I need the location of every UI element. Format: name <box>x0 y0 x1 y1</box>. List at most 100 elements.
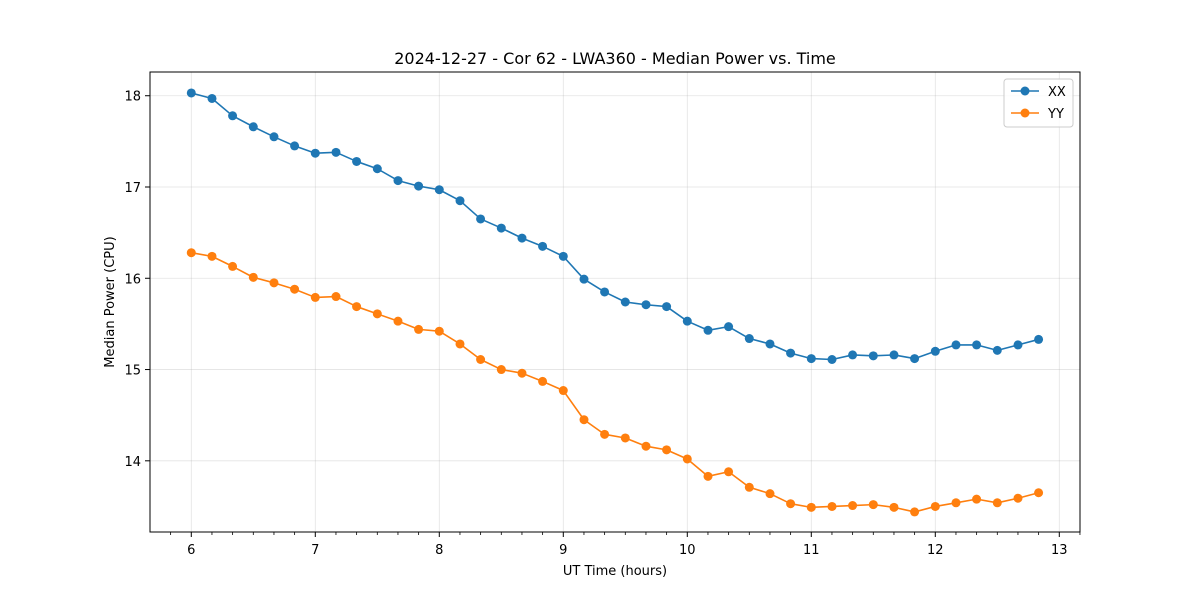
data-point-yy <box>703 471 713 481</box>
legend-marker-yy <box>1020 108 1030 118</box>
data-point-xx <box>889 350 899 360</box>
data-point-xx <box>579 274 589 284</box>
data-point-xx <box>786 348 796 358</box>
data-point-xx <box>496 223 506 233</box>
data-point-xx <box>1034 334 1044 344</box>
data-point-xx <box>744 334 754 344</box>
x-tick-label: 13 <box>1051 543 1068 558</box>
data-point-xx <box>434 185 444 195</box>
data-point-yy <box>1034 488 1044 498</box>
data-point-yy <box>434 326 444 336</box>
data-point-yy <box>496 365 506 375</box>
data-point-yy <box>848 501 858 511</box>
data-point-yy <box>930 501 940 511</box>
data-point-xx <box>517 233 527 243</box>
data-point-yy <box>827 501 837 511</box>
data-point-yy <box>724 467 734 477</box>
data-point-xx <box>682 316 692 326</box>
data-point-xx <box>248 122 258 132</box>
x-tick-label: 12 <box>927 543 944 558</box>
data-point-yy <box>269 278 279 288</box>
data-point-xx <box>765 339 775 349</box>
data-point-yy <box>517 368 527 378</box>
data-point-yy <box>806 502 816 512</box>
data-point-xx <box>393 176 403 186</box>
series-layer <box>186 88 1044 517</box>
data-point-yy <box>558 386 568 396</box>
data-point-xx <box>848 350 858 360</box>
x-tick-label: 7 <box>311 543 319 558</box>
data-point-xx <box>186 88 196 98</box>
data-point-yy <box>889 502 899 512</box>
data-point-xx <box>269 132 279 142</box>
data-point-yy <box>455 339 465 349</box>
data-point-yy <box>290 284 300 294</box>
data-point-xx <box>951 340 961 350</box>
x-tick-label: 6 <box>187 543 195 558</box>
data-point-yy <box>331 292 341 302</box>
data-point-yy <box>393 316 403 326</box>
data-point-xx <box>910 354 920 364</box>
data-point-xx <box>724 322 734 332</box>
x-tick-label: 11 <box>803 543 820 558</box>
data-point-xx <box>538 241 548 251</box>
data-point-xx <box>600 287 610 297</box>
data-point-xx <box>930 346 940 356</box>
data-point-xx <box>806 354 816 364</box>
data-point-yy <box>620 433 630 443</box>
data-point-xx <box>372 164 382 174</box>
data-point-yy <box>910 507 920 517</box>
x-tick-label: 10 <box>679 543 696 558</box>
y-tick-label: 14 <box>124 455 141 470</box>
legend: XX YY <box>1003 78 1074 128</box>
x-tick-label: 8 <box>435 543 443 558</box>
y-tick-label: 18 <box>124 90 141 105</box>
data-point-xx <box>620 297 630 307</box>
data-point-xx <box>414 181 424 191</box>
data-point-yy <box>579 415 589 425</box>
y-tick-label: 17 <box>124 181 141 196</box>
data-point-yy <box>352 302 362 312</box>
data-point-yy <box>765 489 775 499</box>
data-point-yy <box>372 309 382 319</box>
data-point-xx <box>641 300 651 310</box>
x-tick-label: 9 <box>559 543 567 558</box>
data-point-xx <box>827 355 837 364</box>
legend-label-xx: XX <box>1048 85 1066 100</box>
data-point-xx <box>992 345 1002 355</box>
data-point-xx <box>662 302 672 312</box>
y-tick-label: 15 <box>124 364 141 379</box>
legend-marker-xx <box>1020 86 1030 96</box>
data-point-xx <box>972 340 982 350</box>
chart-title: 2024-12-27 - Cor 62 - LWA360 - Median Po… <box>394 49 836 68</box>
data-point-yy <box>207 251 217 261</box>
data-point-yy <box>992 498 1002 508</box>
grid <box>150 72 1080 532</box>
data-point-yy <box>600 429 610 439</box>
data-point-yy <box>868 500 878 510</box>
data-point-xx <box>228 111 238 121</box>
data-point-xx <box>207 93 217 103</box>
data-point-xx <box>310 148 320 158</box>
legend-label-yy: YY <box>1047 107 1064 122</box>
data-point-xx <box>1013 340 1023 350</box>
data-point-yy <box>951 498 961 508</box>
data-point-yy <box>476 355 486 364</box>
data-point-yy <box>682 454 692 464</box>
data-point-yy <box>248 272 258 282</box>
data-point-yy <box>538 376 548 386</box>
data-point-xx <box>558 251 568 261</box>
y-axis-label: Median Power (CPU) <box>103 236 118 367</box>
data-point-xx <box>703 325 713 335</box>
data-point-xx <box>455 196 465 206</box>
data-point-xx <box>868 351 878 361</box>
data-point-yy <box>786 499 796 509</box>
data-point-yy <box>972 494 982 504</box>
data-point-xx <box>352 156 362 166</box>
x-axis-label: UT Time (hours) <box>563 564 667 579</box>
data-point-yy <box>228 261 238 271</box>
data-point-yy <box>662 445 672 455</box>
data-point-yy <box>310 292 320 302</box>
axis-ticks: 6 7 8 9 10 11 12 13 14 15 16 17 18 <box>124 90 1081 558</box>
data-point-yy <box>1013 493 1023 503</box>
